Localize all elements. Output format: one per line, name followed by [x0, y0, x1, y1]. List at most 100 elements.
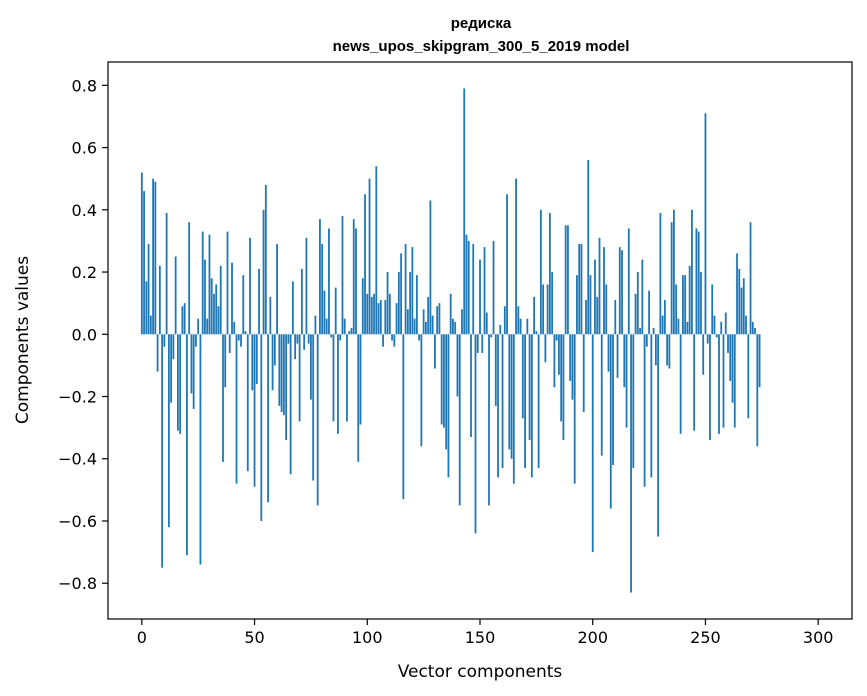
- bar: [273, 334, 276, 366]
- bar: [373, 293, 375, 335]
- bar: [724, 312, 727, 335]
- bar: [244, 331, 247, 335]
- bar: [413, 318, 416, 335]
- bar: [693, 334, 696, 431]
- bar: [596, 296, 599, 335]
- bar: [733, 334, 736, 428]
- bar: [251, 334, 254, 391]
- bar: [172, 334, 175, 360]
- bar: [697, 231, 700, 335]
- y-tick-label: −0.6: [58, 512, 97, 531]
- bar: [603, 247, 605, 335]
- bar: [143, 191, 145, 335]
- bar: [510, 334, 513, 459]
- bar-series: [140, 88, 761, 593]
- bar: [289, 334, 292, 475]
- bar: [204, 259, 206, 335]
- bar: [359, 334, 362, 425]
- bar: [424, 321, 427, 335]
- bar: [670, 222, 673, 335]
- bar: [754, 328, 756, 335]
- bar: [711, 284, 714, 335]
- bar: [641, 259, 644, 335]
- bar: [558, 334, 560, 375]
- bar: [300, 268, 303, 335]
- bar: [686, 321, 689, 335]
- bar: [264, 184, 267, 335]
- bar: [718, 334, 720, 434]
- bar: [328, 228, 330, 335]
- bar: [445, 334, 448, 450]
- x-tick-label: 100: [352, 628, 383, 647]
- x-axis: 0 50 100 150 200 250 300: [137, 619, 833, 647]
- bar: [488, 334, 490, 506]
- bar: [675, 284, 678, 335]
- x-tick-label: 50: [244, 628, 264, 647]
- bar: [149, 315, 152, 335]
- bar: [691, 209, 693, 335]
- y-tick-label: 0.0: [72, 325, 97, 344]
- bar: [438, 303, 441, 335]
- bar: [393, 334, 396, 347]
- bar: [756, 334, 759, 447]
- bar: [722, 334, 725, 428]
- bar: [186, 334, 188, 556]
- bar: [727, 334, 729, 353]
- y-tick-label: 0.4: [72, 201, 97, 220]
- bar: [210, 278, 213, 335]
- bar: [307, 334, 310, 344]
- bar: [731, 334, 734, 403]
- bar: [677, 318, 680, 335]
- bar: [652, 328, 655, 335]
- bar: [666, 334, 669, 366]
- y-tick-label: −0.2: [58, 388, 97, 407]
- bar: [449, 293, 452, 335]
- bar: [404, 244, 407, 335]
- bar: [745, 315, 747, 335]
- bar: [352, 219, 355, 335]
- bar: [296, 334, 299, 344]
- bar: [627, 228, 630, 335]
- bar: [539, 209, 542, 335]
- bar: [267, 334, 269, 503]
- bar: [231, 262, 233, 335]
- bar: [305, 237, 308, 335]
- bar: [233, 321, 236, 335]
- bar: [720, 321, 723, 335]
- bar: [591, 334, 594, 553]
- bar: [253, 334, 256, 487]
- bar: [415, 275, 418, 335]
- bar: [567, 225, 569, 335]
- bar: [474, 334, 477, 534]
- bar: [479, 259, 481, 335]
- bar: [499, 324, 502, 335]
- bar: [409, 272, 412, 335]
- bar: [350, 328, 353, 335]
- bar: [278, 334, 281, 406]
- bar: [161, 334, 164, 568]
- y-axis-label: Components values: [13, 256, 33, 424]
- bar: [700, 272, 702, 335]
- bar: [402, 334, 405, 500]
- bar: [616, 334, 619, 378]
- bar: [695, 228, 698, 335]
- bar: [192, 334, 195, 409]
- bar: [269, 296, 272, 335]
- bar: [249, 237, 251, 335]
- bar: [330, 334, 333, 338]
- bar: [605, 284, 608, 335]
- bar: [458, 334, 461, 506]
- bar: [704, 113, 707, 335]
- bar: [630, 334, 632, 593]
- bar: [492, 240, 495, 335]
- bar: [341, 216, 344, 335]
- bar: [470, 334, 472, 437]
- bar: [219, 265, 222, 335]
- bar: [551, 272, 554, 335]
- bar: [546, 284, 549, 335]
- bar: [287, 334, 290, 344]
- bar: [625, 334, 628, 428]
- bar: [366, 293, 369, 335]
- bar: [632, 334, 635, 469]
